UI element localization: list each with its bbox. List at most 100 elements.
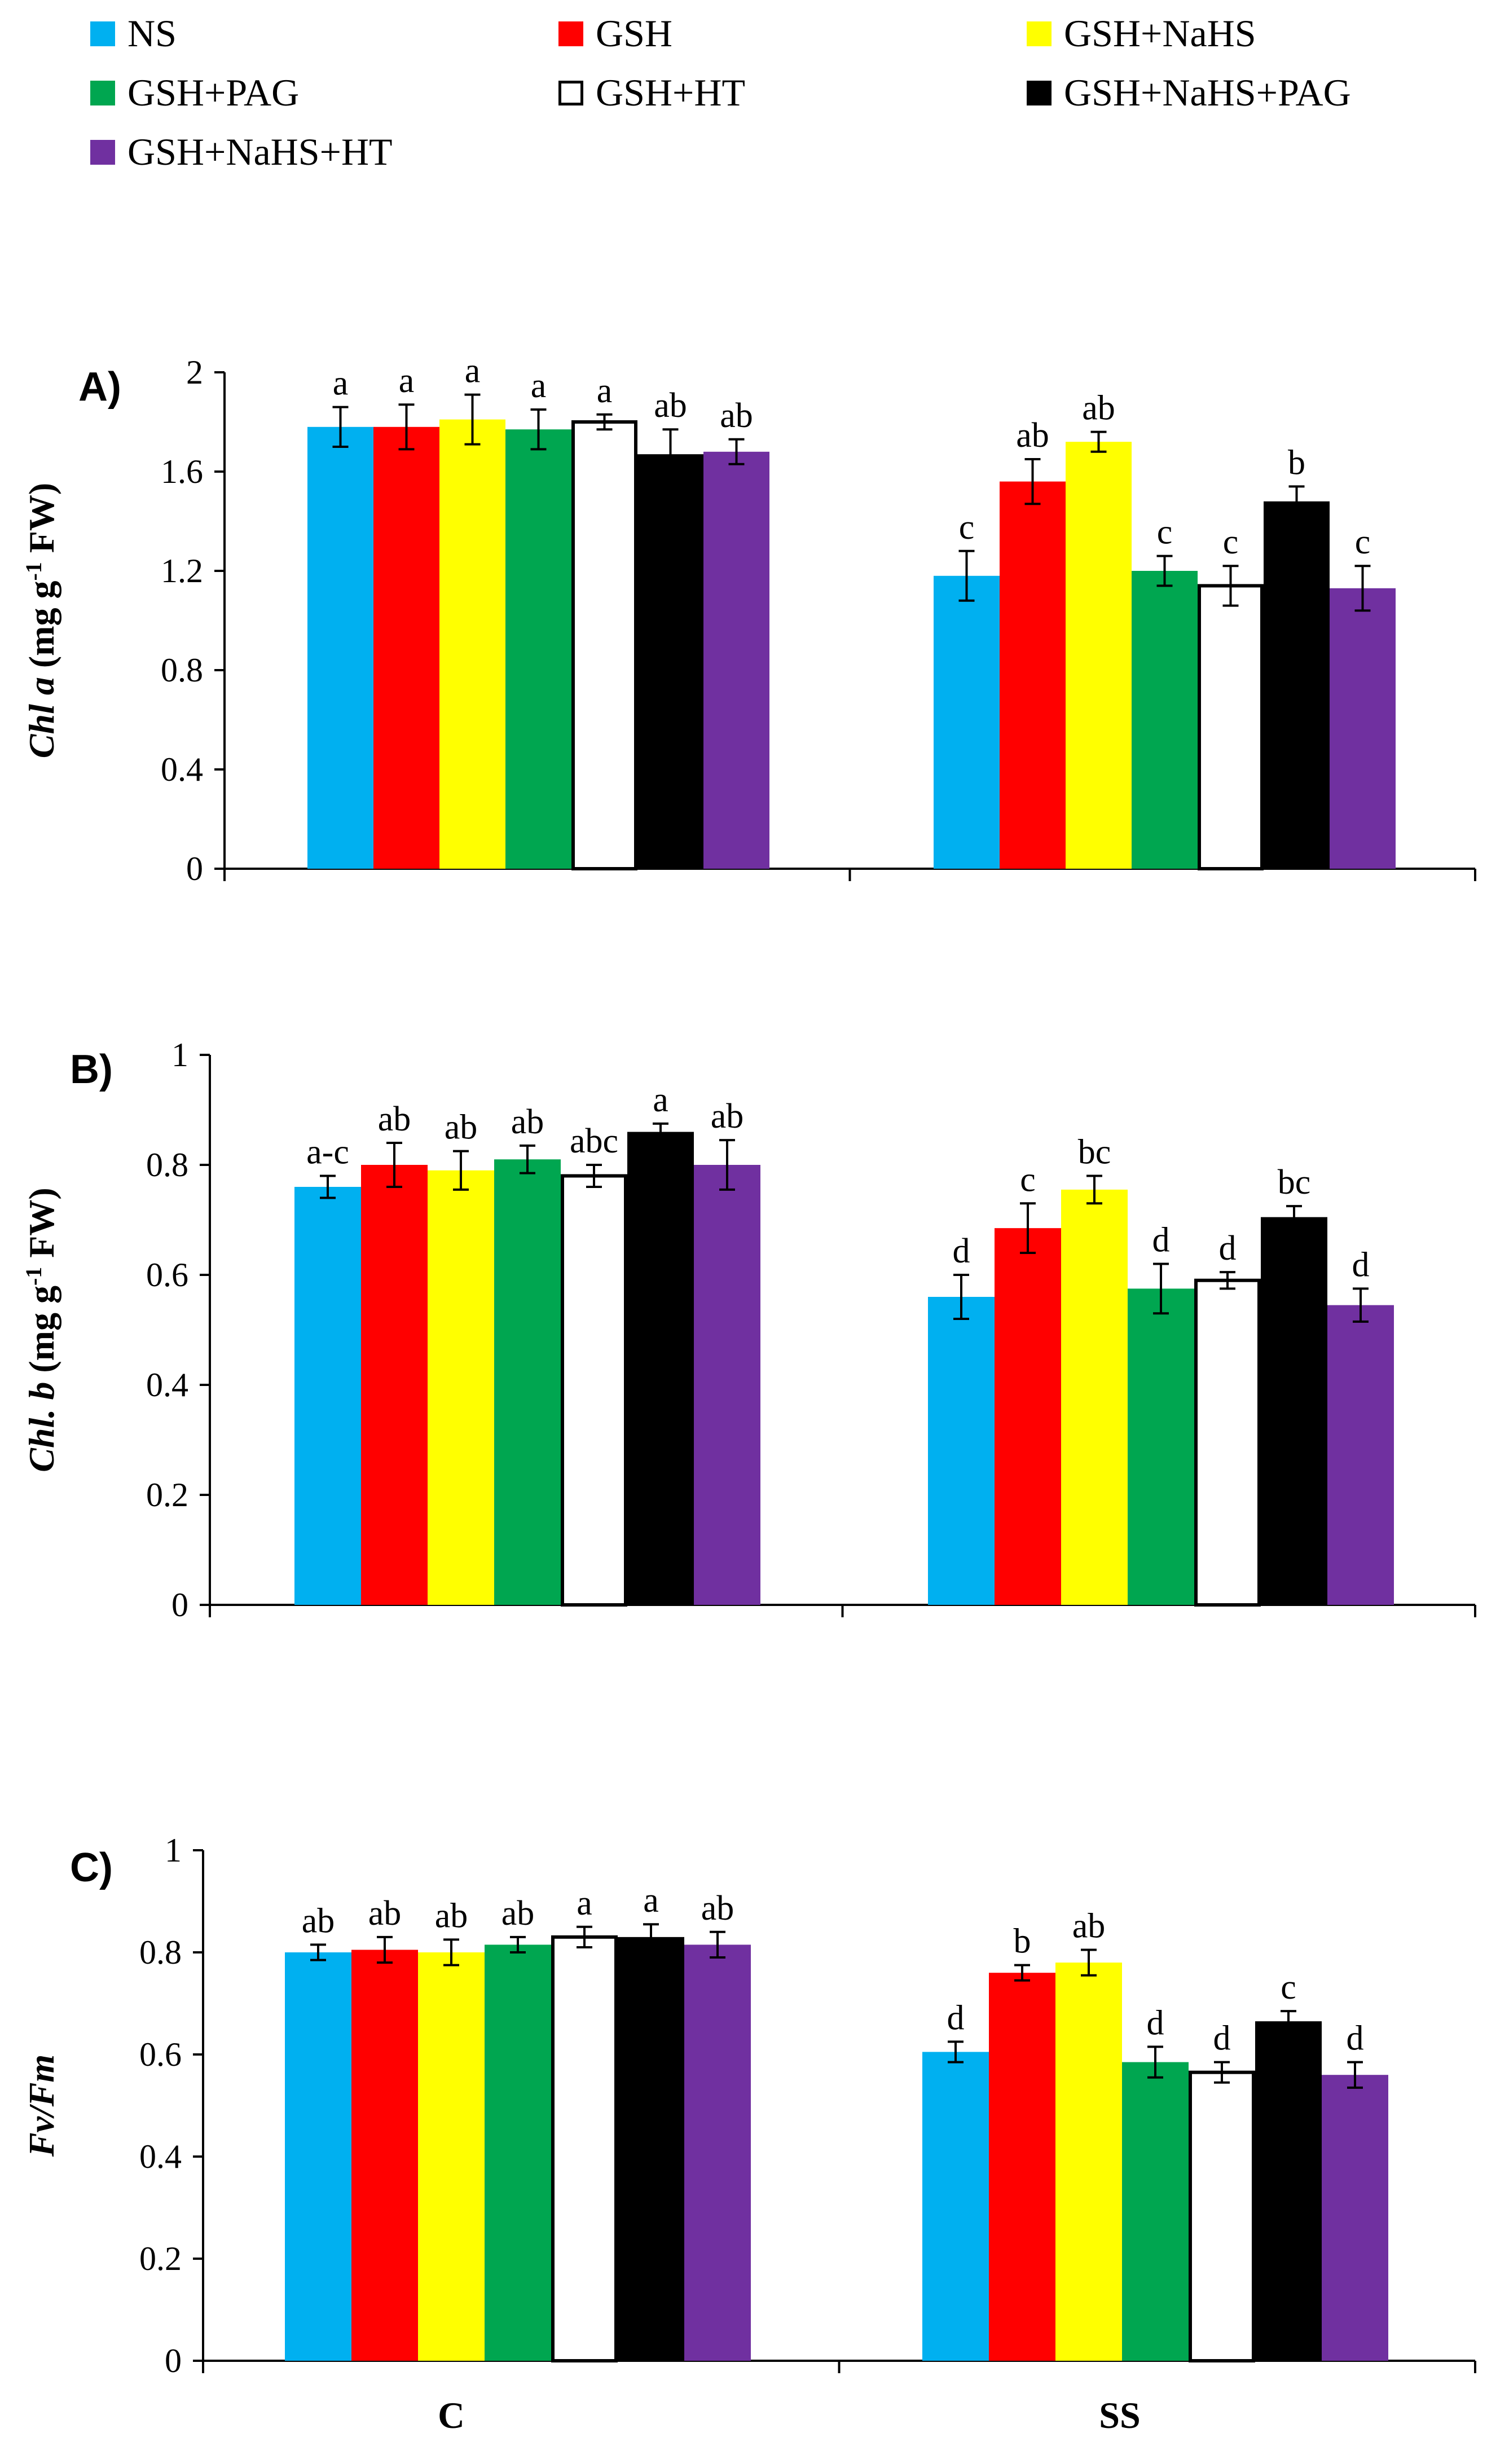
bar-gsh-ht-ss bbox=[1189, 2070, 1255, 2363]
panel-label: C) bbox=[70, 1845, 113, 1890]
y-tick-label: 0.2 bbox=[146, 1476, 188, 1513]
y-tick-label: 1 bbox=[171, 1036, 188, 1073]
bar-ns-ss bbox=[922, 2052, 989, 2361]
significance-letter: c bbox=[1020, 1160, 1036, 1199]
bar-gsh-nahs-ht-ss bbox=[1327, 1305, 1394, 1605]
significance-letter: ab bbox=[1082, 389, 1115, 428]
significance-letter: ab bbox=[1072, 1907, 1106, 1945]
legend-label: GSH+NaHS+HT bbox=[127, 130, 393, 173]
bar-ns-ss bbox=[928, 1297, 995, 1605]
legend-item-gsh: GSH bbox=[558, 11, 672, 56]
bar-gsh-c bbox=[373, 426, 439, 869]
y-axis-label: Fv/Fm bbox=[21, 2054, 61, 2157]
legend-label: GSH+PAG bbox=[127, 71, 300, 114]
legend-label: GSH bbox=[596, 12, 673, 55]
x-category-ss: SS bbox=[1099, 2395, 1141, 2436]
y-tick-label: 0 bbox=[171, 1586, 188, 1623]
y-tick-label: 0.8 bbox=[161, 652, 203, 689]
bar-gsh-nahs-pag-c bbox=[618, 1937, 684, 2361]
significance-letter: ab bbox=[511, 1103, 544, 1141]
bar-gsh-nahs-ss bbox=[1061, 1189, 1128, 1605]
legend-label: GSH+NaHS+PAG bbox=[1064, 71, 1351, 114]
panel-label: B) bbox=[70, 1047, 113, 1092]
significance-letter: b bbox=[1288, 443, 1305, 482]
bar-gsh-ht-ss bbox=[1198, 584, 1264, 871]
significance-letter: ab bbox=[435, 1897, 468, 1935]
bar-gsh-pag-c bbox=[485, 1944, 551, 2361]
y-tick-label: 1.2 bbox=[161, 552, 203, 589]
legend-swatch bbox=[90, 80, 115, 105]
legend-swatch bbox=[1027, 80, 1052, 105]
legend-label: GSH+NaHS bbox=[1064, 12, 1256, 55]
y-axis-label: Chl a (mg g-1 FW) bbox=[21, 483, 62, 758]
significance-letter: d bbox=[1147, 2004, 1164, 2042]
y-tick-label: 0.6 bbox=[139, 2036, 182, 2073]
significance-letter: ab bbox=[445, 1108, 478, 1147]
bar-gsh-nahs-ss bbox=[1055, 1963, 1122, 2361]
bar-gsh-pag-ss bbox=[1122, 2062, 1189, 2361]
significance-letter: a-c bbox=[306, 1133, 349, 1172]
y-tick-label: 0 bbox=[186, 850, 203, 887]
bar-gsh-nahs-ht-c bbox=[703, 451, 769, 869]
y-tick-label: 2 bbox=[186, 354, 203, 391]
y-tick-label: 0.4 bbox=[146, 1366, 188, 1403]
significance-letter: ab bbox=[701, 1889, 734, 1928]
bar-gsh-nahs-ht-c bbox=[694, 1165, 760, 1605]
significance-letter: d bbox=[1219, 1229, 1237, 1268]
significance-letter: a bbox=[399, 362, 415, 400]
legend-item-ns: NS bbox=[90, 11, 177, 56]
legend-swatch bbox=[90, 21, 115, 46]
significance-letter: a bbox=[531, 367, 547, 405]
significance-letter: c bbox=[1223, 523, 1239, 561]
bar-gsh-nahs-pag-c bbox=[637, 454, 703, 869]
significance-letter: a bbox=[465, 352, 481, 390]
legend-item-gsh-nahs: GSH+NaHS bbox=[1027, 11, 1256, 56]
y-axis-label: Chl. b (mg g-1 FW) bbox=[21, 1187, 62, 1472]
legend-item-gsh-nahs-ht: GSH+NaHS+HT bbox=[90, 130, 393, 174]
legend-item-gsh-pag: GSH+PAG bbox=[90, 71, 299, 115]
bar-gsh-nahs-c bbox=[418, 1952, 485, 2361]
significance-letter: ab bbox=[711, 1097, 744, 1136]
significance-letter: ab bbox=[501, 1894, 535, 1933]
bar-gsh-c bbox=[361, 1165, 428, 1605]
bar-gsh-nahs-ss bbox=[1066, 442, 1132, 869]
bar-ns-c bbox=[285, 1952, 351, 2361]
x-category-c: C bbox=[438, 2395, 465, 2436]
significance-letter: b bbox=[1014, 1922, 1031, 1961]
significance-letter: a bbox=[643, 1881, 659, 1920]
y-tick-label: 0.6 bbox=[146, 1256, 188, 1293]
legend-swatch bbox=[1027, 21, 1052, 46]
bar-gsh-nahs-pag-c bbox=[627, 1132, 694, 1605]
bar-gsh-ss bbox=[989, 1973, 1055, 2361]
significance-letter: d bbox=[1347, 2019, 1364, 2058]
significance-letter: d bbox=[953, 1232, 970, 1270]
bar-gsh-nahs-ht-ss bbox=[1322, 2075, 1388, 2361]
bar-gsh-ht-c bbox=[551, 1935, 618, 2363]
legend-swatch bbox=[558, 21, 583, 46]
bar-gsh-ss bbox=[1000, 481, 1066, 869]
significance-letter: a bbox=[333, 364, 349, 403]
bar-ns-c bbox=[307, 426, 373, 869]
significance-letter: ab bbox=[368, 1894, 402, 1933]
significance-letter: a bbox=[653, 1081, 668, 1119]
bar-gsh-nahs-c bbox=[428, 1170, 494, 1605]
significance-letter: ab bbox=[302, 1902, 335, 1940]
legend-item-gsh-ht: GSH+HT bbox=[558, 71, 745, 115]
y-tick-label: 0.8 bbox=[146, 1146, 188, 1183]
y-tick-label: 0.4 bbox=[139, 2138, 182, 2175]
y-tick-label: 0 bbox=[165, 2342, 182, 2379]
bar-ns-ss bbox=[934, 575, 1000, 869]
y-tick-label: 0.2 bbox=[139, 2240, 182, 2277]
legend-label: NS bbox=[127, 12, 177, 55]
legend-label: GSH+HT bbox=[596, 71, 746, 114]
y-tick-label: 1.6 bbox=[161, 453, 203, 490]
bar-gsh-nahs-ht-ss bbox=[1330, 588, 1396, 869]
y-tick-label: 0.8 bbox=[139, 1934, 182, 1971]
significance-letter: ab bbox=[378, 1100, 411, 1138]
significance-letter: d bbox=[1213, 2019, 1231, 2058]
significance-letter: bc bbox=[1078, 1133, 1111, 1172]
significance-letter: ab bbox=[720, 397, 753, 435]
significance-letter: ab bbox=[1016, 416, 1049, 455]
